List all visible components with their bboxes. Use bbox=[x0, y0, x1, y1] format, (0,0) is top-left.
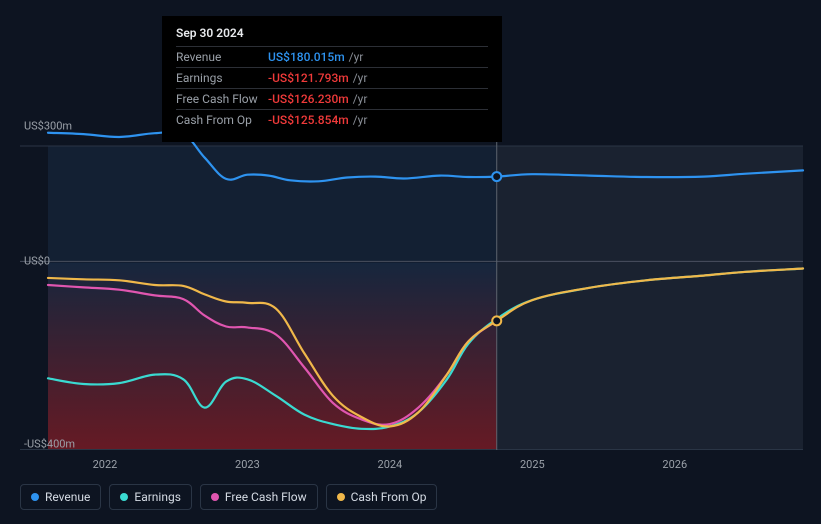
legend-label: Earnings bbox=[134, 490, 181, 504]
tooltip-label: Revenue bbox=[176, 50, 268, 64]
tooltip-unit: /yr bbox=[353, 113, 368, 127]
legend-label: Revenue bbox=[45, 490, 90, 504]
y-axis-label: US$0 bbox=[24, 255, 50, 268]
tooltip-label: Free Cash Flow bbox=[176, 92, 268, 106]
y-axis-label: -US$400m bbox=[24, 438, 75, 451]
chart-svg bbox=[20, 120, 803, 450]
tooltip-value: -US$126.230m bbox=[268, 92, 349, 106]
tooltip-date: Sep 30 2024 bbox=[176, 26, 488, 40]
tooltip-value: US$180.015m bbox=[268, 50, 345, 64]
tooltip-unit: /yr bbox=[349, 50, 364, 64]
tooltip-row: RevenueUS$180.015m/yr bbox=[176, 46, 488, 67]
legend-item-cash-from-op[interactable]: Cash From Op bbox=[326, 484, 438, 510]
x-axis-label: 2025 bbox=[520, 458, 545, 471]
tooltip-row: Free Cash Flow-US$126.230m/yr bbox=[176, 88, 488, 109]
tooltip-value: -US$125.854m bbox=[268, 113, 349, 127]
legend-swatch-icon bbox=[31, 493, 39, 501]
y-axis-label: US$300m bbox=[24, 120, 72, 133]
x-axis: 2022 2023 2024 2025 2026 bbox=[20, 454, 803, 474]
tooltip-value: -US$121.793m bbox=[268, 71, 349, 85]
x-axis-label: 2022 bbox=[93, 458, 118, 471]
x-axis-label: 2026 bbox=[662, 458, 687, 471]
tooltip-unit: /yr bbox=[353, 71, 368, 85]
chart-plot-area[interactable]: US$300m US$0 -US$400m bbox=[20, 120, 803, 450]
chart-tooltip: Sep 30 2024 RevenueUS$180.015m/yrEarning… bbox=[162, 16, 502, 142]
x-axis-label: 2023 bbox=[235, 458, 260, 471]
tooltip-row: Cash From Op-US$125.854m/yr bbox=[176, 109, 488, 130]
legend-item-revenue[interactable]: Revenue bbox=[20, 484, 101, 510]
legend-item-earnings[interactable]: Earnings bbox=[109, 484, 192, 510]
legend-swatch-icon bbox=[337, 493, 345, 501]
legend-label: Cash From Op bbox=[351, 490, 427, 504]
tooltip-label: Cash From Op bbox=[176, 113, 268, 127]
tooltip-unit: /yr bbox=[353, 92, 368, 106]
legend-item-free-cash-flow[interactable]: Free Cash Flow bbox=[200, 484, 318, 510]
earnings-chart: Sep 30 2024 RevenueUS$180.015m/yrEarning… bbox=[20, 0, 803, 524]
tooltip-label: Earnings bbox=[176, 71, 268, 85]
legend-swatch-icon bbox=[211, 493, 219, 501]
tooltip-row: Earnings-US$121.793m/yr bbox=[176, 67, 488, 88]
x-axis-label: 2024 bbox=[378, 458, 403, 471]
chart-legend: Revenue Earnings Free Cash Flow Cash From O… bbox=[20, 484, 437, 510]
legend-label: Free Cash Flow bbox=[225, 490, 307, 504]
legend-swatch-icon bbox=[120, 493, 128, 501]
